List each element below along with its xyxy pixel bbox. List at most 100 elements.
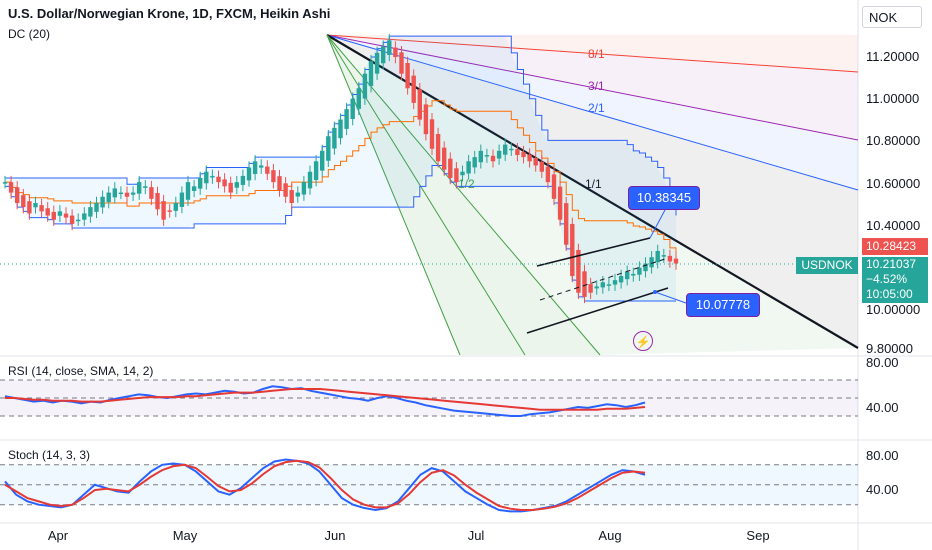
candle-body — [405, 62, 410, 89]
candle-body — [612, 280, 618, 285]
candle-body — [381, 46, 386, 64]
candle-body — [655, 250, 660, 263]
candle-body — [33, 203, 38, 208]
candle-body — [301, 182, 307, 195]
candle-body — [600, 282, 605, 288]
indicator-legend-dc[interactable]: DC (20) — [8, 27, 51, 41]
candle-body — [478, 150, 483, 163]
candle-body — [551, 174, 557, 199]
time-axis-label: Jun — [325, 528, 346, 543]
candle-body — [344, 109, 349, 129]
candle-body — [124, 192, 130, 197]
stoch-d-line — [4, 459, 646, 512]
candle-body — [259, 165, 264, 168]
dc-upper-price-tag: 10.28423 — [862, 238, 928, 255]
candle-body — [454, 168, 459, 183]
candle-body — [15, 187, 20, 203]
candle-body — [57, 211, 63, 216]
candle-body — [539, 161, 544, 172]
rsi-axis-label: 80.00 — [866, 355, 899, 370]
candle-body — [387, 40, 392, 55]
candle-body — [39, 205, 44, 212]
candle-body — [460, 171, 465, 176]
price-callout-lower[interactable]: 10.07778 — [686, 293, 760, 317]
candle-body — [185, 182, 191, 200]
candle-body — [88, 207, 93, 217]
candle-body — [27, 201, 32, 214]
candle-body — [100, 196, 105, 208]
candle-body — [490, 155, 496, 162]
candle-body — [2, 182, 8, 184]
candle-body — [234, 182, 239, 188]
candle-body — [399, 52, 404, 74]
candle-body — [582, 271, 587, 297]
candle-body — [368, 61, 374, 87]
candle-body — [423, 104, 429, 135]
candle-body — [210, 175, 215, 178]
candle-body — [240, 175, 246, 185]
candle-body — [167, 210, 172, 212]
candle-body — [606, 284, 612, 286]
symbol-tag: USDNOK — [796, 257, 858, 274]
candle-body — [82, 213, 87, 220]
rsi-axis-label: 40.00 — [866, 400, 899, 415]
candle-body — [246, 167, 252, 181]
gann-fan-label: 3/1 — [588, 79, 605, 93]
channel-upper-line — [536, 237, 651, 267]
donchian-fill — [5, 36, 676, 302]
candle-body — [503, 144, 508, 155]
last-price: 10.21037 — [866, 257, 917, 271]
time-axis-label: Apr — [48, 528, 69, 543]
candle-body — [45, 208, 50, 216]
candle-body — [271, 170, 276, 183]
candle-body — [338, 119, 343, 139]
candle-body — [448, 158, 453, 178]
candle-body — [533, 157, 538, 166]
candle-body — [106, 192, 111, 203]
stoch-legend[interactable]: Stoch (14, 3, 3) — [8, 448, 91, 462]
candle-body — [216, 176, 221, 183]
candle-body — [496, 150, 502, 159]
gann-fan-line — [326, 34, 461, 356]
candle-body — [228, 182, 233, 193]
candle-body — [631, 273, 636, 276]
rsi-legend[interactable]: RSI (14, close, SMA, 14, 2) — [8, 364, 154, 378]
candle-body — [137, 182, 142, 194]
candle-body — [356, 88, 361, 109]
candle-body — [51, 211, 56, 220]
candle-body — [320, 150, 325, 171]
price-axis-label: 10.80000 — [866, 133, 920, 148]
price-callout-upper[interactable]: 10.38345 — [628, 186, 700, 210]
candle-body — [277, 176, 282, 191]
candle-body — [637, 267, 642, 275]
candle-body — [265, 166, 270, 174]
currency-selector[interactable]: NOK — [862, 6, 922, 28]
channel-lower-line — [526, 287, 669, 334]
lightning-icon[interactable]: ⚡ — [633, 331, 653, 351]
candle-body — [295, 192, 300, 197]
candle-body — [21, 195, 26, 208]
rsi-ma-line — [5, 388, 646, 411]
candle-body — [618, 276, 624, 283]
stoch-axis-label: 80.00 — [866, 448, 899, 463]
candle-body — [466, 161, 471, 174]
candle-body — [557, 186, 563, 220]
time-axis-label: Sep — [746, 528, 769, 543]
candle-body — [588, 284, 593, 293]
candle-body — [417, 89, 422, 120]
gann-fan-line — [326, 34, 859, 141]
candle-body — [94, 203, 99, 212]
candle-body — [625, 271, 630, 280]
candle-body — [326, 136, 331, 161]
candle-body — [661, 255, 666, 257]
candle-body — [484, 155, 490, 157]
callout-leader — [649, 209, 666, 239]
price-axis-label: 11.00000 — [866, 91, 919, 106]
candle-body — [118, 192, 124, 195]
price-axis-label: 11.20000 — [866, 49, 919, 64]
price-axis-label: 9.80000 — [866, 341, 913, 356]
gann-fan-label: 8/1 — [588, 47, 605, 61]
candle-body — [69, 215, 75, 224]
candle-body — [161, 201, 166, 220]
